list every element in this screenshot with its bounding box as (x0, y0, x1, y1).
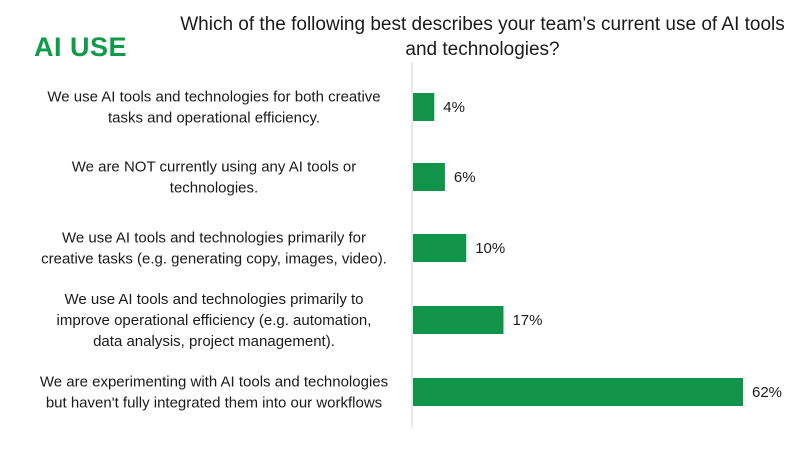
category-label-line: We use AI tools and technologies primari… (62, 230, 366, 247)
value-label-1: 4% (443, 99, 465, 116)
category-label-line: technologies. (170, 180, 258, 197)
category-label-line: We are NOT currently using any AI tools … (72, 159, 357, 176)
category-label-line: We use AI tools and technologies for bot… (47, 89, 380, 106)
bar-1 (413, 93, 435, 121)
section-badge: AI USE (34, 32, 128, 62)
category-label-line: tasks and operational efficiency. (108, 110, 320, 127)
category-label-5: We are experimenting with AI tools and t… (40, 374, 388, 412)
bar-2 (413, 163, 445, 191)
category-label-line: We are experimenting with AI tools and t… (40, 374, 388, 391)
category-label-line: We use AI tools and technologies primari… (64, 291, 363, 308)
value-label-4: 17% (512, 312, 542, 329)
value-label-5: 62% (752, 384, 782, 401)
value-label-2: 6% (454, 169, 476, 186)
bar-3 (413, 234, 467, 262)
category-label-line: data analysis, project management). (93, 333, 335, 350)
bar-4 (413, 306, 504, 334)
category-label-line: but haven't fully integrated them into o… (46, 395, 382, 412)
category-label-2: We are NOT currently using any AI tools … (72, 159, 357, 197)
category-label-1: We use AI tools and technologies for bot… (47, 89, 380, 127)
category-label-3: We use AI tools and technologies primari… (41, 230, 387, 268)
value-label-3: 10% (475, 240, 505, 257)
bar-5 (413, 378, 743, 406)
category-label-4: We use AI tools and technologies primari… (57, 291, 372, 350)
category-label-line: improve operational efficiency (e.g. aut… (57, 312, 372, 329)
chart-title: Which of the following best describes yo… (180, 14, 785, 60)
category-label-line: creative tasks (e.g. generating copy, im… (41, 251, 387, 268)
